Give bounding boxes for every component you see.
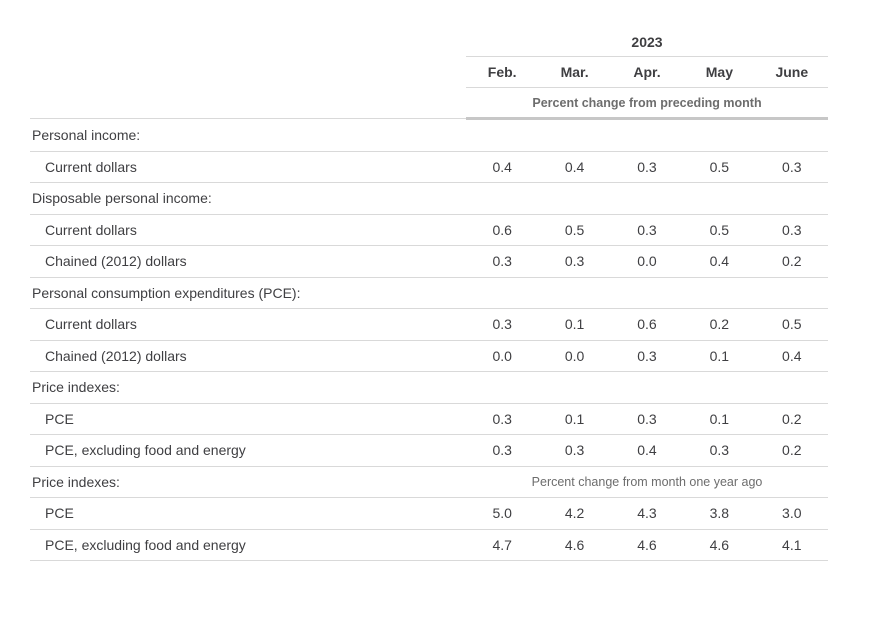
value-cell: 0.6 xyxy=(610,308,684,341)
value-cell: 0.0 xyxy=(466,340,539,372)
section-row: Personal consumption expenditures (PCE): xyxy=(30,277,829,309)
value-cell: 0.5 xyxy=(538,214,611,246)
value-cell: 0.0 xyxy=(538,340,611,372)
row-label: PCE xyxy=(30,403,466,435)
month-header-row: Feb. Mar. Apr. May June xyxy=(30,56,829,88)
row-label: PCE xyxy=(30,497,466,530)
value-cell: 0.3 xyxy=(466,403,539,435)
value-cell: 0.0 xyxy=(610,245,684,278)
row-label: Chained (2012) dollars xyxy=(30,340,466,372)
month-header-june: June xyxy=(755,56,829,88)
section-row: Disposable personal income: xyxy=(30,182,829,215)
data-row: PCE 5.0 4.2 4.3 3.8 3.0 xyxy=(30,497,829,530)
row-label: Disposable personal income: xyxy=(30,182,466,215)
personal-income-outlays-table: 2023 Feb. Mar. Apr. May June Percent cha… xyxy=(30,27,829,561)
data-row: PCE, excluding food and energy 4.7 4.6 4.6 4… xyxy=(30,529,829,561)
value-cell: 4.7 xyxy=(466,529,539,561)
section-row: Price indexes: xyxy=(30,371,829,404)
value-cell: 4.6 xyxy=(538,529,611,561)
value-cell: 4.6 xyxy=(610,529,684,561)
data-row: Chained (2012) dollars 0.0 0.0 0.3 0.1 0.4 xyxy=(30,340,829,372)
header-corner-cell xyxy=(30,57,466,88)
value-cell: 4.3 xyxy=(610,497,684,530)
value-cell: 0.4 xyxy=(683,245,756,278)
data-row: PCE, excluding food and energy 0.3 0.3 0.4 0… xyxy=(30,434,829,467)
section-note: Percent change from month one year ago xyxy=(466,466,829,498)
row-label: Chained (2012) dollars xyxy=(30,245,466,278)
unit-note-row: Percent change from preceding month xyxy=(30,87,829,120)
value-cell: 0.3 xyxy=(610,214,684,246)
value-cell: 0.2 xyxy=(755,245,829,278)
data-row: Current dollars 0.3 0.1 0.6 0.2 0.5 xyxy=(30,308,829,341)
header-corner-cell xyxy=(30,87,466,119)
value-cell: 0.4 xyxy=(610,434,684,467)
value-cell: 0.4 xyxy=(538,151,611,183)
value-cell: 0.3 xyxy=(538,245,611,278)
table-body: Personal income: Current dollars 0.4 0.4 0.3… xyxy=(30,118,829,561)
row-label: Personal income: xyxy=(30,118,466,152)
value-cell: 4.6 xyxy=(683,529,756,561)
value-cell: 5.0 xyxy=(466,497,539,530)
value-cell: 0.3 xyxy=(755,151,829,183)
row-label: Current dollars xyxy=(30,214,466,246)
value-cell: 0.3 xyxy=(610,340,684,372)
month-header-apr: Apr. xyxy=(610,56,684,88)
value-cell: 0.1 xyxy=(683,403,756,435)
value-cell: 0.4 xyxy=(755,340,829,372)
value-cell: 0.3 xyxy=(466,245,539,278)
value-cell: 0.3 xyxy=(610,151,684,183)
row-label: Price indexes: xyxy=(30,466,466,498)
section-row: Personal income: xyxy=(30,118,829,152)
value-cell: 0.2 xyxy=(683,308,756,341)
data-row: PCE 0.3 0.1 0.3 0.1 0.2 xyxy=(30,403,829,435)
value-cell: 0.2 xyxy=(755,434,829,467)
row-label: Current dollars xyxy=(30,308,466,341)
data-row: Current dollars 0.4 0.4 0.3 0.5 0.3 xyxy=(30,151,829,183)
value-cell: 0.6 xyxy=(466,214,539,246)
row-label: Personal consumption expenditures (PCE): xyxy=(30,277,466,309)
month-header-mar: Mar. xyxy=(538,56,611,88)
value-cell: 0.3 xyxy=(538,434,611,467)
row-label: PCE, excluding food and energy xyxy=(30,434,466,467)
value-cell: 0.5 xyxy=(683,151,756,183)
row-label: PCE, excluding food and energy xyxy=(30,529,466,561)
month-header-may: May xyxy=(683,56,756,88)
header-corner-cell xyxy=(30,27,466,57)
value-cell: 3.8 xyxy=(683,497,756,530)
value-cell: 0.1 xyxy=(538,403,611,435)
unit-note: Percent change from preceding month xyxy=(466,87,829,120)
value-cell: 0.4 xyxy=(466,151,539,183)
empty-cell xyxy=(466,118,829,152)
value-cell: 0.5 xyxy=(683,214,756,246)
value-cell: 0.3 xyxy=(466,308,539,341)
value-cell: 0.3 xyxy=(466,434,539,467)
month-header-feb: Feb. xyxy=(466,56,539,88)
empty-cell xyxy=(466,182,829,215)
data-row: Chained (2012) dollars 0.3 0.3 0.0 0.4 0.2 xyxy=(30,245,829,278)
value-cell: 4.1 xyxy=(755,529,829,561)
year-row: 2023 xyxy=(30,27,829,57)
value-cell: 0.3 xyxy=(610,403,684,435)
empty-cell xyxy=(466,371,829,404)
value-cell: 4.2 xyxy=(538,497,611,530)
row-label: Current dollars xyxy=(30,151,466,183)
table-header: 2023 Feb. Mar. Apr. May June Percent cha… xyxy=(30,27,829,120)
year-header: 2023 xyxy=(466,27,829,57)
value-cell: 0.2 xyxy=(755,403,829,435)
row-label: Price indexes: xyxy=(30,371,466,404)
data-row: Current dollars 0.6 0.5 0.3 0.5 0.3 xyxy=(30,214,829,246)
value-cell: 0.3 xyxy=(755,214,829,246)
value-cell: 0.5 xyxy=(755,308,829,341)
value-cell: 0.3 xyxy=(683,434,756,467)
section-row: Price indexes: Percent change from month … xyxy=(30,466,829,498)
value-cell: 0.1 xyxy=(683,340,756,372)
value-cell: 0.1 xyxy=(538,308,611,341)
empty-cell xyxy=(466,277,829,309)
value-cell: 3.0 xyxy=(755,497,829,530)
